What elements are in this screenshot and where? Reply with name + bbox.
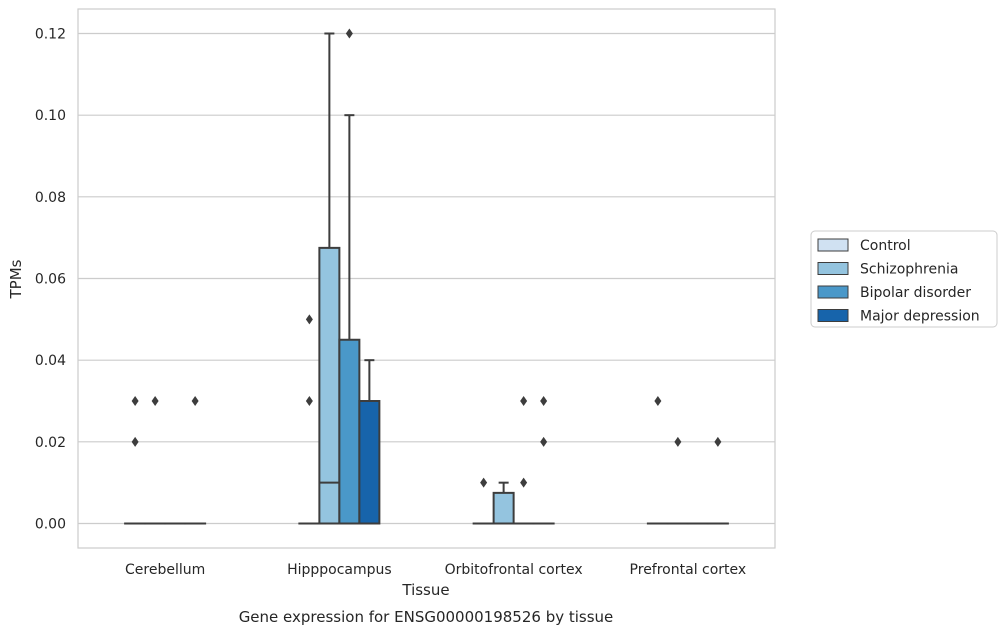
outlier-point: [540, 437, 547, 447]
y-tick-label: 0.10: [35, 108, 66, 124]
y-tick-label: 0.00: [35, 517, 66, 533]
legend: Control Schizophrenia Bipolar disorder Majo…: [811, 231, 997, 327]
y-tick-label: 0.02: [35, 435, 66, 451]
legend-label: Control: [860, 238, 911, 254]
outlier-point: [306, 396, 313, 406]
outlier-point: [152, 396, 159, 406]
outlier-point: [714, 437, 721, 447]
x-tick-label: Orbitofrontal cortex: [445, 562, 583, 578]
legend-swatch: [818, 239, 848, 251]
box-bipolar-disorder: [339, 340, 359, 524]
legend-swatch: [818, 263, 848, 275]
x-tick-label: Prefrontal cortex: [630, 562, 747, 578]
chart-caption: Gene expression for ENSG00000198526 by t…: [239, 608, 614, 626]
outlier-point: [306, 314, 313, 324]
x-tick-label: Hipppocampus: [287, 562, 392, 578]
x-tick-labels: Cerebellum Hipppocampus Orbitofrontal cort…: [125, 562, 746, 578]
category-box-group: [474, 396, 554, 524]
outlier-point: [520, 478, 527, 488]
outlier-point: [132, 396, 139, 406]
category-box-group: [125, 396, 205, 524]
outlier-point: [540, 396, 547, 406]
outlier-point: [520, 396, 527, 406]
outlier-point: [674, 437, 681, 447]
outlier-point: [192, 396, 199, 406]
box-major-depression: [359, 401, 379, 524]
outlier-point: [132, 437, 139, 447]
grid-lines: [78, 34, 775, 524]
category-box-group: [648, 396, 728, 524]
category-box-group: [299, 29, 379, 524]
y-axis-label: TPMs: [7, 259, 25, 299]
outlier-point: [480, 478, 487, 488]
legend-swatch: [818, 286, 848, 298]
x-tick-label: Cerebellum: [125, 562, 205, 578]
box-groups: [125, 29, 728, 524]
legend-label: Schizophrenia: [860, 262, 958, 278]
legend-swatch: [818, 310, 848, 322]
y-tick-labels: 0.00 0.02 0.04 0.06 0.08 0.10 0.12: [35, 27, 66, 533]
outlier-point: [346, 29, 353, 39]
box-schizophrenia: [494, 493, 514, 524]
outlier-point: [654, 396, 661, 406]
y-tick-label: 0.06: [35, 272, 66, 288]
y-tick-label: 0.12: [35, 27, 66, 43]
legend-label: Major depression: [860, 309, 980, 325]
legend-label: Bipolar disorder: [860, 285, 971, 301]
box-plot-chart: 0.00 0.02 0.04 0.06 0.08 0.10 0.12 Cerebellum H…: [0, 0, 1007, 634]
y-tick-label: 0.08: [35, 190, 66, 206]
x-axis-label: Tissue: [401, 581, 449, 599]
y-tick-label: 0.04: [35, 353, 66, 369]
